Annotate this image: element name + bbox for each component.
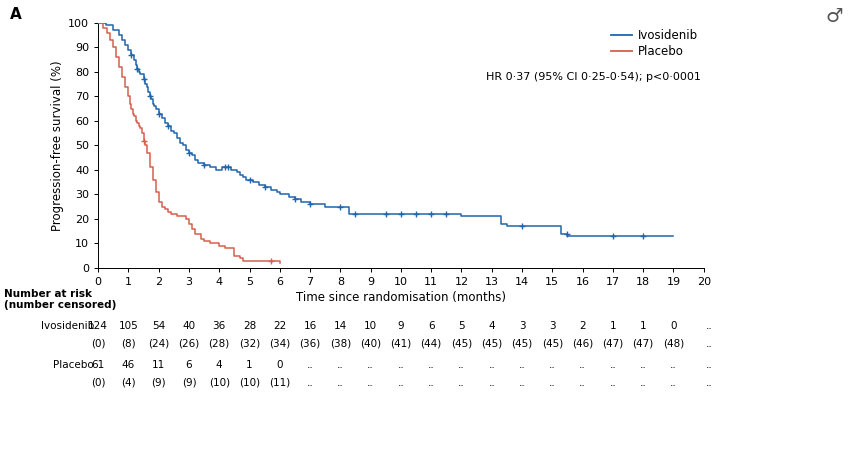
Text: 1: 1 (609, 321, 615, 331)
Text: ..: .. (639, 360, 646, 370)
Text: (28): (28) (209, 339, 229, 349)
Text: (32): (32) (239, 339, 260, 349)
Text: ..: .. (579, 360, 585, 370)
Text: 4: 4 (488, 321, 494, 331)
Text: (40): (40) (360, 339, 381, 349)
Text: ..: .. (307, 378, 313, 388)
Text: 61: 61 (91, 360, 105, 370)
Text: 2: 2 (579, 321, 585, 331)
Text: ..: .. (549, 378, 555, 388)
Text: 3: 3 (549, 321, 555, 331)
Text: ..: .. (579, 378, 585, 388)
Text: (4): (4) (121, 378, 135, 388)
Text: ..: .. (428, 360, 434, 370)
Text: ..: .. (488, 378, 494, 388)
Text: 16: 16 (303, 321, 316, 331)
Text: 36: 36 (212, 321, 226, 331)
Text: ..: .. (518, 360, 525, 370)
Text: 124: 124 (88, 321, 108, 331)
Text: (47): (47) (602, 339, 623, 349)
Text: 40: 40 (182, 321, 195, 331)
Text: ..: .. (307, 360, 313, 370)
Text: 1: 1 (246, 360, 252, 370)
Text: (44): (44) (420, 339, 441, 349)
Text: (41): (41) (390, 339, 411, 349)
Text: 105: 105 (118, 321, 138, 331)
Text: ..: .. (397, 360, 404, 370)
Text: ♂: ♂ (824, 7, 842, 26)
Text: ..: .. (609, 378, 615, 388)
Text: HR 0·37 (95% CI 0·25-0·54); p<0·0001: HR 0·37 (95% CI 0·25-0·54); p<0·0001 (486, 72, 699, 82)
Text: A: A (10, 7, 22, 22)
Text: (9): (9) (181, 378, 196, 388)
Text: ..: .. (337, 378, 343, 388)
Text: 9: 9 (397, 321, 404, 331)
Text: (38): (38) (330, 339, 350, 349)
Text: ..: .. (670, 378, 676, 388)
Text: 28: 28 (243, 321, 256, 331)
Text: ..: .. (458, 360, 464, 370)
Text: 10: 10 (364, 321, 377, 331)
Text: 3: 3 (518, 321, 525, 331)
Text: (24): (24) (148, 339, 169, 349)
Text: (34): (34) (269, 339, 290, 349)
Text: Number at risk
(number censored): Number at risk (number censored) (4, 289, 117, 310)
Text: (11): (11) (269, 378, 290, 388)
Text: ..: .. (670, 360, 676, 370)
Text: (9): (9) (151, 378, 166, 388)
Text: (10): (10) (239, 378, 260, 388)
Text: ..: .. (549, 360, 555, 370)
Text: ..: .. (428, 378, 434, 388)
Text: (46): (46) (572, 339, 592, 349)
Text: (45): (45) (511, 339, 532, 349)
Text: (47): (47) (632, 339, 653, 349)
Text: (10): (10) (209, 378, 229, 388)
Text: 22: 22 (273, 321, 286, 331)
Text: ..: .. (488, 360, 494, 370)
Text: 1: 1 (639, 321, 646, 331)
Text: ..: .. (639, 378, 646, 388)
Text: ..: .. (705, 339, 712, 349)
Text: 54: 54 (152, 321, 165, 331)
Text: (45): (45) (481, 339, 502, 349)
Text: ..: .. (705, 378, 712, 388)
Text: 4: 4 (216, 360, 222, 370)
Legend: Ivosidenib, Placebo: Ivosidenib, Placebo (610, 29, 697, 58)
Text: (8): (8) (121, 339, 135, 349)
Text: (48): (48) (662, 339, 683, 349)
Text: 46: 46 (122, 360, 135, 370)
Text: ..: .. (609, 360, 615, 370)
Text: 0: 0 (276, 360, 283, 370)
Text: (36): (36) (299, 339, 320, 349)
Text: Ivosidenib: Ivosidenib (41, 321, 94, 331)
X-axis label: Time since randomisation (months): Time since randomisation (months) (296, 291, 505, 304)
Text: Placebo: Placebo (53, 360, 94, 370)
Text: 6: 6 (186, 360, 192, 370)
Text: 5: 5 (458, 321, 464, 331)
Text: 6: 6 (428, 321, 434, 331)
Text: ..: .. (705, 360, 712, 370)
Text: ..: .. (337, 360, 343, 370)
Text: ..: .. (367, 378, 373, 388)
Text: 14: 14 (333, 321, 347, 331)
Text: ..: .. (367, 360, 373, 370)
Text: ..: .. (397, 378, 404, 388)
Text: ..: .. (458, 378, 464, 388)
Text: ..: .. (705, 321, 712, 331)
Text: (45): (45) (541, 339, 562, 349)
Text: ..: .. (518, 378, 525, 388)
Text: (0): (0) (91, 339, 105, 349)
Text: 11: 11 (152, 360, 165, 370)
Text: 0: 0 (670, 321, 676, 331)
Text: (45): (45) (451, 339, 471, 349)
Text: (26): (26) (178, 339, 199, 349)
Text: (0): (0) (91, 378, 105, 388)
Y-axis label: Progression-free survival (%): Progression-free survival (%) (51, 60, 64, 231)
